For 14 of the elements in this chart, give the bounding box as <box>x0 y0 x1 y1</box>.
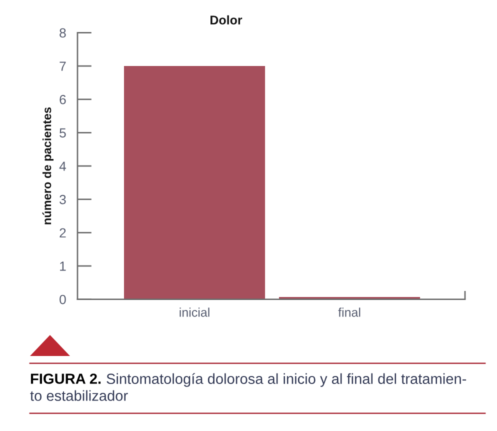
text: FIGURA 2. Sintomatología dolorosa al inicio y al final del tratamien- to estabilizador <box>30 373 466 401</box>
y-tick-label: 7 <box>60 62 66 71</box>
y-tick-label: 2 <box>60 228 66 238</box>
y-axis-title: número de pacientes <box>42 107 54 224</box>
x-tick-label: inicial <box>180 308 210 317</box>
y-tick-label: 1 <box>60 262 66 271</box>
x-tick-label: final <box>338 308 360 317</box>
chart-title: Dolor <box>210 15 242 24</box>
y-tick-label: 8 <box>60 28 66 38</box>
y-tick-label: 5 <box>60 128 66 138</box>
y-tick-label: 6 <box>60 94 66 104</box>
y-tick-label: 4 <box>59 162 66 171</box>
y-tick-label: 3 <box>60 194 66 204</box>
y-tick-label: 0 <box>60 294 66 304</box>
